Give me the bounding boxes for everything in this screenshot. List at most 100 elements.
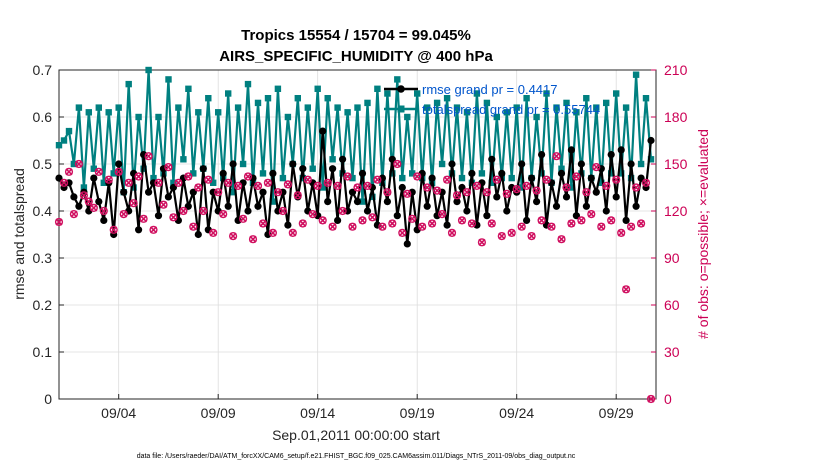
obs-evaluated-point xyxy=(632,183,640,192)
obs-evaluated-point xyxy=(353,183,362,192)
obs-possible-point xyxy=(308,210,317,219)
rmse-point xyxy=(518,160,526,168)
totalspread-point xyxy=(478,170,486,177)
rmse-point xyxy=(319,127,327,135)
obs-possible-point xyxy=(278,206,288,216)
totalspread-line xyxy=(58,69,653,202)
obs-evaluated-point xyxy=(105,176,113,184)
totalspread-point xyxy=(254,99,262,107)
totalspread-point xyxy=(637,160,645,168)
rmse-point xyxy=(358,169,367,177)
obs-evaluated-point xyxy=(65,168,73,176)
obs-possible-point xyxy=(507,228,516,238)
x-tick-label: 09/24 xyxy=(499,405,534,421)
obs-possible-point xyxy=(323,178,332,187)
totalspread-point xyxy=(543,90,550,97)
left-tick-label: 0.1 xyxy=(33,344,53,360)
rmse-point xyxy=(647,136,655,145)
obs-possible-point xyxy=(234,181,243,191)
totalspread-point xyxy=(433,99,441,107)
obs-evaluated-point xyxy=(269,229,277,237)
obs-possible-point xyxy=(204,175,213,184)
rmse-point xyxy=(577,160,586,168)
obs-evaluated-point xyxy=(159,201,168,209)
totalspread-point xyxy=(518,184,525,191)
obs-evaluated-point xyxy=(448,229,456,237)
obs-evaluated-point xyxy=(533,187,541,195)
totalspread-point xyxy=(314,85,321,92)
totalspread-point xyxy=(598,179,605,186)
rmse-point xyxy=(353,198,362,206)
rmse-point xyxy=(224,202,232,210)
obs-evaluated-point xyxy=(85,198,93,206)
obs-evaluated-point xyxy=(398,229,406,237)
obs-possible-point xyxy=(139,214,148,223)
right-tick-label: 180 xyxy=(664,109,688,125)
obs-possible-point xyxy=(64,167,74,176)
totalspread-point xyxy=(244,80,252,88)
obs-evaluated-point xyxy=(542,176,551,184)
obs-possible-point xyxy=(403,189,412,198)
rmse-point xyxy=(334,216,342,224)
rmse-point xyxy=(254,202,262,210)
totalspread-point xyxy=(488,179,495,186)
totalspread-point xyxy=(284,113,292,121)
obs-possible-point xyxy=(552,152,561,161)
rmse-point xyxy=(398,183,406,192)
obs-possible-point xyxy=(602,181,611,191)
obs-possible-point xyxy=(597,222,606,231)
obs-possible-point xyxy=(99,206,108,216)
obs-evaluated-point xyxy=(503,190,511,198)
obs-possible-point xyxy=(492,175,501,184)
rmse-point xyxy=(259,188,267,196)
obs-evaluated-point xyxy=(607,216,615,224)
obs-possible-point xyxy=(487,219,496,228)
totalspread-point xyxy=(349,174,356,182)
obs-evaluated-point xyxy=(120,210,128,218)
obs-possible-point xyxy=(418,222,427,231)
obs-possible-point xyxy=(283,180,293,189)
totalspread-point xyxy=(414,90,421,97)
obs-possible-point xyxy=(209,228,218,238)
totalspread-point xyxy=(145,66,152,74)
rmse-point xyxy=(284,221,292,229)
rmse-point xyxy=(135,226,143,234)
totalspread-point xyxy=(225,90,232,97)
obs-possible-point xyxy=(423,183,432,192)
rmse-point xyxy=(154,212,163,220)
obs-evaluated-point xyxy=(612,176,620,184)
obs-evaluated-point xyxy=(393,160,401,168)
rmse-point xyxy=(75,202,83,210)
totalspread-point xyxy=(394,76,401,83)
totalspread-point xyxy=(75,104,83,111)
obs-evaluated-point xyxy=(538,216,546,224)
obs-evaluated-point xyxy=(249,235,257,243)
obs-possible-point xyxy=(497,232,506,241)
obs-possible-point xyxy=(184,172,193,181)
obs-evaluated-point xyxy=(463,188,471,196)
obs-possible-point xyxy=(457,216,467,225)
obs-evaluated-point xyxy=(468,219,476,228)
rmse-point xyxy=(348,188,357,196)
obs-evaluated-point xyxy=(125,179,133,187)
obs-possible-point xyxy=(129,199,138,208)
obs-evaluated-point xyxy=(339,207,347,215)
rmse-point xyxy=(453,198,461,206)
obs-possible-point xyxy=(318,216,327,225)
obs-possible-point xyxy=(69,210,79,219)
obs-evaluated-point xyxy=(239,215,247,223)
totalspread-point xyxy=(344,109,351,116)
totalspread-point xyxy=(409,170,416,177)
obs-possible-point xyxy=(547,222,556,231)
chart-title: Tropics 15554 / 15704 = 99.045% xyxy=(241,27,471,44)
obs-possible-point xyxy=(303,175,312,184)
obs-evaluated-point xyxy=(478,238,486,246)
obs-evaluated-point xyxy=(363,182,372,190)
obs-evaluated-point xyxy=(493,176,501,184)
obs-possible-point xyxy=(428,219,437,228)
totalspread-point xyxy=(503,109,510,116)
rmse-point xyxy=(607,151,615,159)
rmse-point xyxy=(602,207,610,215)
rmse-point xyxy=(363,207,372,215)
